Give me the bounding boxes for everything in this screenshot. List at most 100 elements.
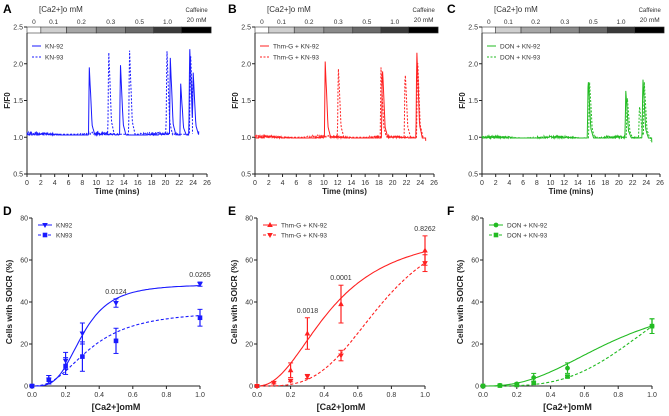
x-tick-label: 0	[25, 180, 29, 187]
x-axis-label: [Ca2+]omM	[92, 402, 141, 412]
y-axis-label: Cells with SOICR (%)	[229, 260, 239, 345]
x-tick-label: 8	[308, 180, 312, 187]
caffeine-label: Caffeine	[639, 8, 662, 14]
x-tick-label: 0.8	[162, 392, 172, 399]
concentration-bar-segment	[634, 26, 665, 34]
bar-title: [Ca2+]o mM	[39, 5, 83, 14]
y-tick-label: 40	[20, 300, 28, 307]
x-axis-label: Time (mins)	[95, 187, 140, 196]
y-tick-label: 80	[20, 216, 28, 223]
legend-label: DON + KN-92	[507, 223, 548, 230]
concentration-bar-segment	[95, 26, 126, 34]
x-tick-label: 8	[535, 180, 539, 187]
concentration-bar-segment	[26, 26, 42, 34]
x-tick-label: 12	[560, 180, 568, 187]
concentration-label: 0.1	[49, 19, 58, 26]
concentration-bar-segment	[352, 26, 382, 34]
trace-thm-g-kn-93	[254, 63, 425, 140]
fit-curve	[35, 314, 201, 387]
concentration-label: 0.2	[531, 19, 540, 26]
x-tick-label: 0.4	[319, 392, 329, 399]
y-tick-label: 20	[245, 342, 253, 349]
x-tick-label: 0	[480, 180, 484, 187]
concentration-label: 0.5	[135, 19, 144, 26]
x-tick-label: 1.0	[647, 392, 657, 399]
fit-curve	[35, 285, 201, 387]
p-value-annotation: 0.0124	[105, 289, 127, 296]
x-tick-label: 2	[39, 180, 43, 187]
y-tick-label: 1.0	[13, 135, 23, 142]
data-point	[649, 323, 655, 329]
concentration-label: 1.0	[616, 19, 625, 26]
concentration-label: 0.3	[106, 19, 115, 26]
data-point	[422, 247, 428, 253]
concentration-bar-segment	[520, 26, 551, 34]
trace-kn-92	[26, 49, 200, 137]
data-point	[197, 282, 203, 288]
y-tick-label: 1.5	[241, 98, 251, 105]
x-tick-label: 20	[615, 180, 623, 187]
panel-letter: D	[3, 204, 12, 218]
data-point	[287, 367, 294, 373]
data-point	[514, 382, 520, 388]
legend-marker	[493, 222, 499, 228]
x-tick-label: 22	[403, 180, 411, 187]
panel-f: F 0.0 0.2 0.4 0.6 0.8 1.0 0 20 40 60 80 [Ca2+]omM Cel…	[447, 204, 657, 412]
legend-label: Thm-G + KN-93	[273, 55, 319, 62]
data-point	[80, 354, 85, 359]
data-point	[565, 374, 570, 379]
y-tick-label: 1.5	[13, 98, 23, 105]
x-tick-label: 0.4	[546, 392, 556, 399]
x-tick-label: 0.6	[580, 392, 590, 399]
concentration-label: 1.0	[163, 19, 172, 26]
data-point	[63, 363, 68, 369]
legend-label: Thm-G + KN-92	[281, 223, 327, 230]
x-tick-label: 24	[416, 180, 424, 187]
legend-marker	[42, 223, 48, 228]
x-tick-label: 22	[175, 180, 183, 187]
y-tick-label: 80	[471, 216, 479, 223]
y-tick-label: 2.0	[13, 61, 23, 68]
legend-label: DON + KN-93	[507, 233, 548, 240]
y-axis-label: F/F0	[458, 92, 467, 109]
y-tick-label: 40	[245, 300, 253, 307]
y-tick-label: 60	[471, 258, 479, 265]
x-tick-label: 0.6	[128, 392, 138, 399]
x-tick-label: 16	[361, 180, 369, 187]
trace-kn-93	[26, 50, 193, 137]
x-tick-label: 18	[375, 180, 383, 187]
x-tick-label: 1.0	[420, 392, 430, 399]
y-tick-label: 40	[471, 300, 479, 307]
concentration-bar-segment	[550, 26, 580, 34]
trace-thm-g-kn-92	[254, 52, 427, 141]
data-point	[271, 380, 277, 386]
data-point	[79, 331, 86, 337]
caffeine-label: Caffeine	[413, 8, 436, 14]
x-tick-label: 2	[494, 180, 498, 187]
concentration-bar-segment	[40, 26, 67, 34]
panel-e: E 0.0 0.2 0.4 0.6 0.8 1.0 0 20 40 60 80 [Ca2+]omM Cel…	[228, 204, 436, 412]
data-point	[531, 380, 536, 386]
panel-letter: F	[447, 204, 454, 218]
panel-letter: B	[228, 2, 237, 16]
x-tick-label: 0.2	[512, 392, 522, 399]
caffeine-dose-label: 20 mM	[414, 17, 434, 24]
x-tick-label: 4	[53, 180, 57, 187]
bar-title: [Ca2+]o mM	[494, 5, 538, 14]
concentration-label: 0.3	[334, 19, 343, 26]
y-tick-label: 0	[249, 384, 253, 391]
concentration-bar-segment	[181, 26, 212, 34]
x-tick-label: 18	[601, 180, 609, 187]
x-tick-label: 10	[320, 180, 328, 187]
data-point	[46, 377, 52, 382]
x-tick-label: 2	[267, 180, 271, 187]
x-tick-label: 0.4	[94, 392, 104, 399]
y-tick-label: 20	[20, 342, 28, 349]
x-tick-label: 0.2	[61, 392, 71, 399]
x-tick-label: 14	[574, 180, 582, 187]
data-point	[531, 375, 537, 380]
concentration-bar-segment	[293, 26, 325, 34]
caffeine-dose-label: 20 mM	[187, 17, 207, 24]
panel-letter: A	[3, 2, 12, 16]
